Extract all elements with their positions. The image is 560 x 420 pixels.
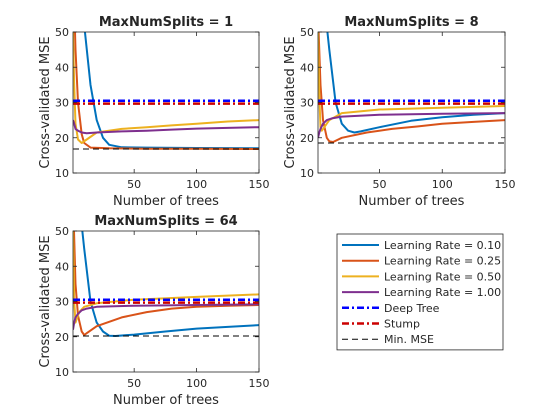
series-line-4: [318, 112, 505, 139]
y-tick-label: 50: [55, 225, 69, 238]
legend-label: Stump: [384, 318, 420, 331]
y-tick-label: 40: [55, 260, 69, 273]
series-line-4: [73, 119, 259, 135]
x-tick-label: 150: [495, 178, 516, 191]
legend-entry: Learning Rate = 0.50: [342, 270, 501, 283]
series-line-3: [318, 32, 505, 132]
legend-entry: Learning Rate = 0.25: [342, 255, 501, 268]
legend-label: Learning Rate = 0.10: [384, 239, 501, 252]
legend-entry: Min. MSE: [342, 333, 434, 346]
series-line-2: [74, 32, 259, 150]
y-tick-label: 30: [55, 97, 69, 110]
x-axis-label: Number of trees: [113, 194, 219, 209]
series-line-1: [326, 32, 505, 134]
legend-label: Min. MSE: [384, 333, 434, 346]
y-axis-label: Cross-validated MSE: [38, 36, 53, 168]
x-tick-label: 100: [432, 178, 453, 191]
y-axis-label: Cross-validated MSE: [38, 235, 53, 367]
series-line-1: [81, 231, 259, 337]
legend-label: Learning Rate = 1.00: [384, 286, 501, 299]
x-tick-label: 50: [372, 178, 386, 191]
x-tick-label: 100: [186, 377, 207, 390]
y-tick-label: 10: [55, 366, 69, 379]
series-line-2: [318, 32, 505, 143]
subplot-grid: 50 100 150 10 20 30 40 50 MaxNumSplits = 1 Number…: [38, 15, 516, 408]
legend-entry: Deep Tree: [342, 302, 440, 315]
y-tick-label: 20: [300, 132, 314, 145]
subplot-title: MaxNumSplits = 8: [344, 15, 478, 30]
legend-entry: Learning Rate = 1.00: [342, 286, 501, 299]
legend-entry: Learning Rate = 0.10: [342, 239, 501, 252]
x-tick-label: 100: [186, 178, 207, 191]
series-line-4: [73, 303, 259, 330]
legend-label: Learning Rate = 0.50: [384, 270, 501, 283]
x-axis-label: Number of trees: [113, 393, 219, 408]
subplot-1: 50 100 150 10 20 30 40 50 MaxNumSplits = 1 Number…: [38, 15, 270, 209]
y-tick-label: 20: [55, 132, 69, 145]
y-tick-label: 50: [55, 26, 69, 39]
x-tick-label: 50: [127, 377, 141, 390]
series-group: [73, 32, 259, 150]
y-tick-label: 10: [300, 167, 314, 180]
y-tick-label: 30: [55, 296, 69, 309]
legend-entry: Stump: [342, 318, 420, 331]
subplot-title: MaxNumSplits = 1: [99, 15, 233, 30]
legend: Learning Rate = 0.10 Learning Rate = 0.25…: [336, 233, 504, 351]
subplot-2: 50 100 150 10 20 30 40 50 MaxNumSplits = 8 Number…: [283, 15, 516, 209]
y-tick-label: 30: [300, 97, 314, 110]
x-tick-label: 50: [127, 178, 141, 191]
y-tick-label: 10: [55, 167, 69, 180]
subplot-title: MaxNumSplits = 64: [94, 214, 237, 229]
legend-label: Deep Tree: [384, 302, 440, 315]
y-tick-label: 40: [55, 61, 69, 74]
y-tick-label: 50: [300, 26, 314, 39]
x-tick-label: 150: [249, 178, 270, 191]
x-axis-label: Number of trees: [359, 194, 465, 209]
subplot-3: 50 100 150 10 20 30 40 50 MaxNumSplits = 64 Numbe…: [38, 214, 270, 408]
y-tick-label: 20: [55, 331, 69, 344]
series-group: [73, 231, 259, 337]
y-tick-label: 40: [300, 61, 314, 74]
series-group: [318, 32, 505, 144]
y-axis-label: Cross-validated MSE: [283, 36, 298, 168]
legend-label: Learning Rate = 0.25: [384, 255, 501, 268]
x-tick-label: 150: [249, 377, 270, 390]
